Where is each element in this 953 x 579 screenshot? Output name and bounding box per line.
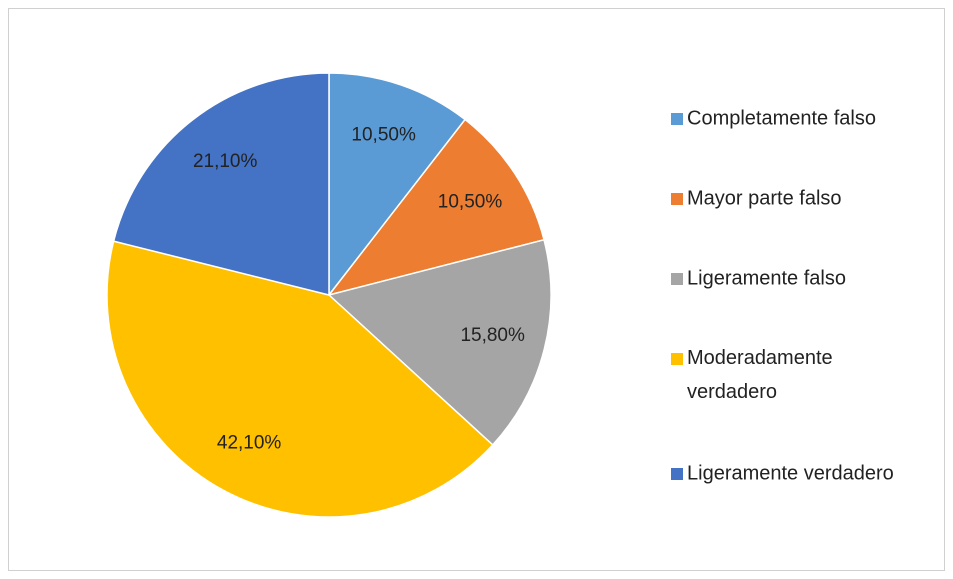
legend-swatch: [671, 193, 683, 205]
legend-label: Ligeramente verdadero: [687, 462, 894, 484]
legend-swatch: [671, 468, 683, 480]
legend-swatch: [671, 273, 683, 285]
data-label: 21,10%: [193, 151, 258, 172]
legend-swatch: [671, 113, 683, 125]
pie-slice: [106, 240, 494, 518]
legend-label: Moderadamente verdadero: [687, 347, 833, 403]
legend-label: Mayor parte falso: [687, 187, 842, 209]
legend-swatch: [671, 353, 683, 365]
data-label: 15,80%: [460, 325, 525, 346]
pie-slice: [327, 118, 545, 297]
legend-label: Ligeramente falso: [687, 267, 846, 289]
pie-slice: [112, 72, 330, 296]
pie-slice: [327, 238, 552, 446]
pie-slice: [328, 72, 467, 298]
legend-label: Completamente falso: [687, 107, 876, 129]
data-label: 10,50%: [438, 191, 503, 212]
data-label: 10,50%: [351, 124, 416, 145]
data-label: 42,10%: [217, 433, 282, 454]
